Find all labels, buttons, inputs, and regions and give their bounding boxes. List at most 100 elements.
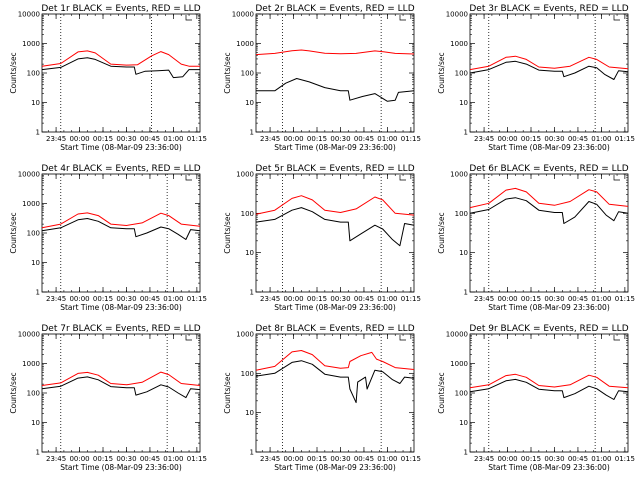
x-tick-label: 01:15 [187, 295, 207, 303]
x-tick-label: 00:30 [116, 135, 136, 143]
series-line-events [41, 218, 201, 240]
x-tick-label: 00:15 [521, 295, 541, 303]
series-line-lld [41, 371, 201, 386]
y-tick-label: 1000 [22, 360, 40, 368]
x-tick-label: 00:45 [140, 455, 160, 463]
y-tick-label: 1 [464, 289, 468, 297]
x-axis-label: Start Time (08-Mar-09 23:36:00) [274, 303, 396, 312]
x-tick-label: 00:30 [330, 135, 350, 143]
x-axis-label: Start Time (08-Mar-09 23:36:00) [488, 463, 610, 472]
y-tick-label: 100 [455, 210, 468, 218]
y-axis-label: Counts/sec [437, 372, 446, 413]
x-tick-label: 01:00 [591, 455, 611, 463]
corner-marker-icon [613, 175, 620, 181]
y-axis-label: Counts/sec [223, 52, 232, 93]
series-line-events [41, 376, 201, 399]
plot-frame [469, 173, 629, 293]
x-tick-label: 01:00 [163, 135, 183, 143]
y-axis-label: Counts/sec [9, 52, 18, 93]
y-tick-label: 10000 [232, 11, 254, 19]
x-tick-label: 01:15 [401, 295, 421, 303]
panel-det-1: Det 1r BLACK = Events, RED = LLD 1 10 100 10… [9, 4, 207, 152]
x-tick-label: 00:15 [93, 135, 113, 143]
x-axis-label: Start Time (08-Mar-09 23:36:00) [60, 143, 182, 152]
x-tick-label: 00:45 [568, 295, 588, 303]
y-tick-label: 1000 [450, 171, 468, 179]
y-tick-label: 1000 [22, 200, 40, 208]
x-tick-label: 23:45 [46, 135, 66, 143]
plot-frame [255, 13, 415, 133]
x-tick-label: 00:00 [497, 135, 517, 143]
y-tick-label: 10 [31, 99, 40, 107]
x-tick-label: 00:15 [307, 455, 327, 463]
panel-det-4: Det 4r BLACK = Events, RED = LLD 1 10 100 10… [9, 164, 207, 312]
y-axis-label: Counts/sec [223, 372, 232, 413]
y-tick-label: 10 [459, 419, 468, 427]
x-tick-label: 01:00 [163, 455, 183, 463]
y-tick-label: 1 [36, 289, 40, 297]
corner-marker-icon [399, 175, 406, 181]
x-tick-label: 00:15 [307, 295, 327, 303]
panel-title: Det 6r BLACK = Events, RED = LLD [469, 164, 628, 174]
y-tick-label: 1000 [450, 40, 468, 48]
x-tick-label: 01:00 [163, 295, 183, 303]
y-tick-label: 100 [455, 70, 468, 78]
y-tick-label: 100 [455, 390, 468, 398]
series-line-events [255, 360, 415, 404]
x-tick-label: 00:45 [568, 455, 588, 463]
corner-marker-icon [399, 15, 406, 21]
panel-title: Det 2r BLACK = Events, RED = LLD [255, 4, 414, 14]
x-axis-label: Start Time (08-Mar-09 23:36:00) [274, 463, 396, 472]
corner-marker-icon [185, 15, 192, 21]
x-tick-label: 00:45 [140, 295, 160, 303]
y-tick-label: 100 [27, 70, 40, 78]
x-tick-label: 00:15 [307, 135, 327, 143]
x-axis-label: Start Time (08-Mar-09 23:36:00) [60, 303, 182, 312]
y-axis-label: Counts/sec [223, 212, 232, 253]
x-tick-label: 23:45 [260, 455, 280, 463]
y-tick-label: 1000 [236, 331, 254, 339]
corner-marker-icon [399, 335, 406, 341]
x-tick-label: 23:45 [474, 455, 494, 463]
y-tick-label: 1000 [450, 360, 468, 368]
x-axis-label: Start Time (08-Mar-09 23:36:00) [60, 463, 182, 472]
x-tick-label: 00:15 [521, 135, 541, 143]
series-line-events [469, 197, 629, 224]
y-tick-label: 10000 [18, 331, 40, 339]
series-line-events [255, 207, 415, 247]
x-axis-label: Start Time (08-Mar-09 23:36:00) [488, 303, 610, 312]
y-tick-label: 1 [464, 129, 468, 137]
y-tick-label: 10000 [18, 11, 40, 19]
y-tick-label: 10 [31, 419, 40, 427]
y-tick-label: 10 [245, 99, 254, 107]
series-line-events [256, 78, 415, 102]
y-tick-label: 1 [250, 289, 254, 297]
y-tick-label: 100 [27, 390, 40, 398]
panel-title: Det 1r BLACK = Events, RED = LLD [41, 4, 200, 14]
series-line-lld [41, 50, 200, 67]
y-tick-label: 1 [36, 449, 40, 457]
y-tick-label: 100 [241, 70, 254, 78]
x-tick-label: 01:00 [377, 295, 397, 303]
plot-frame [469, 333, 629, 453]
y-tick-label: 100 [27, 230, 40, 238]
x-tick-label: 23:45 [46, 455, 66, 463]
x-axis-label: Start Time (08-Mar-09 23:36:00) [488, 143, 610, 152]
x-tick-label: 00:45 [140, 135, 160, 143]
series-line-lld [255, 350, 415, 371]
y-tick-label: 100 [241, 370, 254, 378]
x-tick-label: 00:15 [93, 455, 113, 463]
x-tick-label: 00:45 [354, 455, 374, 463]
panel-title: Det 4r BLACK = Events, RED = LLD [41, 164, 200, 174]
x-tick-label: 01:15 [187, 455, 207, 463]
series-line-lld [41, 212, 201, 229]
corner-marker-icon [613, 15, 620, 21]
x-tick-label: 00:00 [69, 455, 89, 463]
x-tick-label: 01:15 [187, 135, 207, 143]
plot-frame [469, 13, 629, 133]
x-tick-label: 23:45 [474, 295, 494, 303]
y-tick-label: 10 [31, 259, 40, 267]
y-tick-label: 1000 [22, 40, 40, 48]
series-line-lld [255, 49, 415, 56]
y-tick-label: 1 [464, 449, 468, 457]
